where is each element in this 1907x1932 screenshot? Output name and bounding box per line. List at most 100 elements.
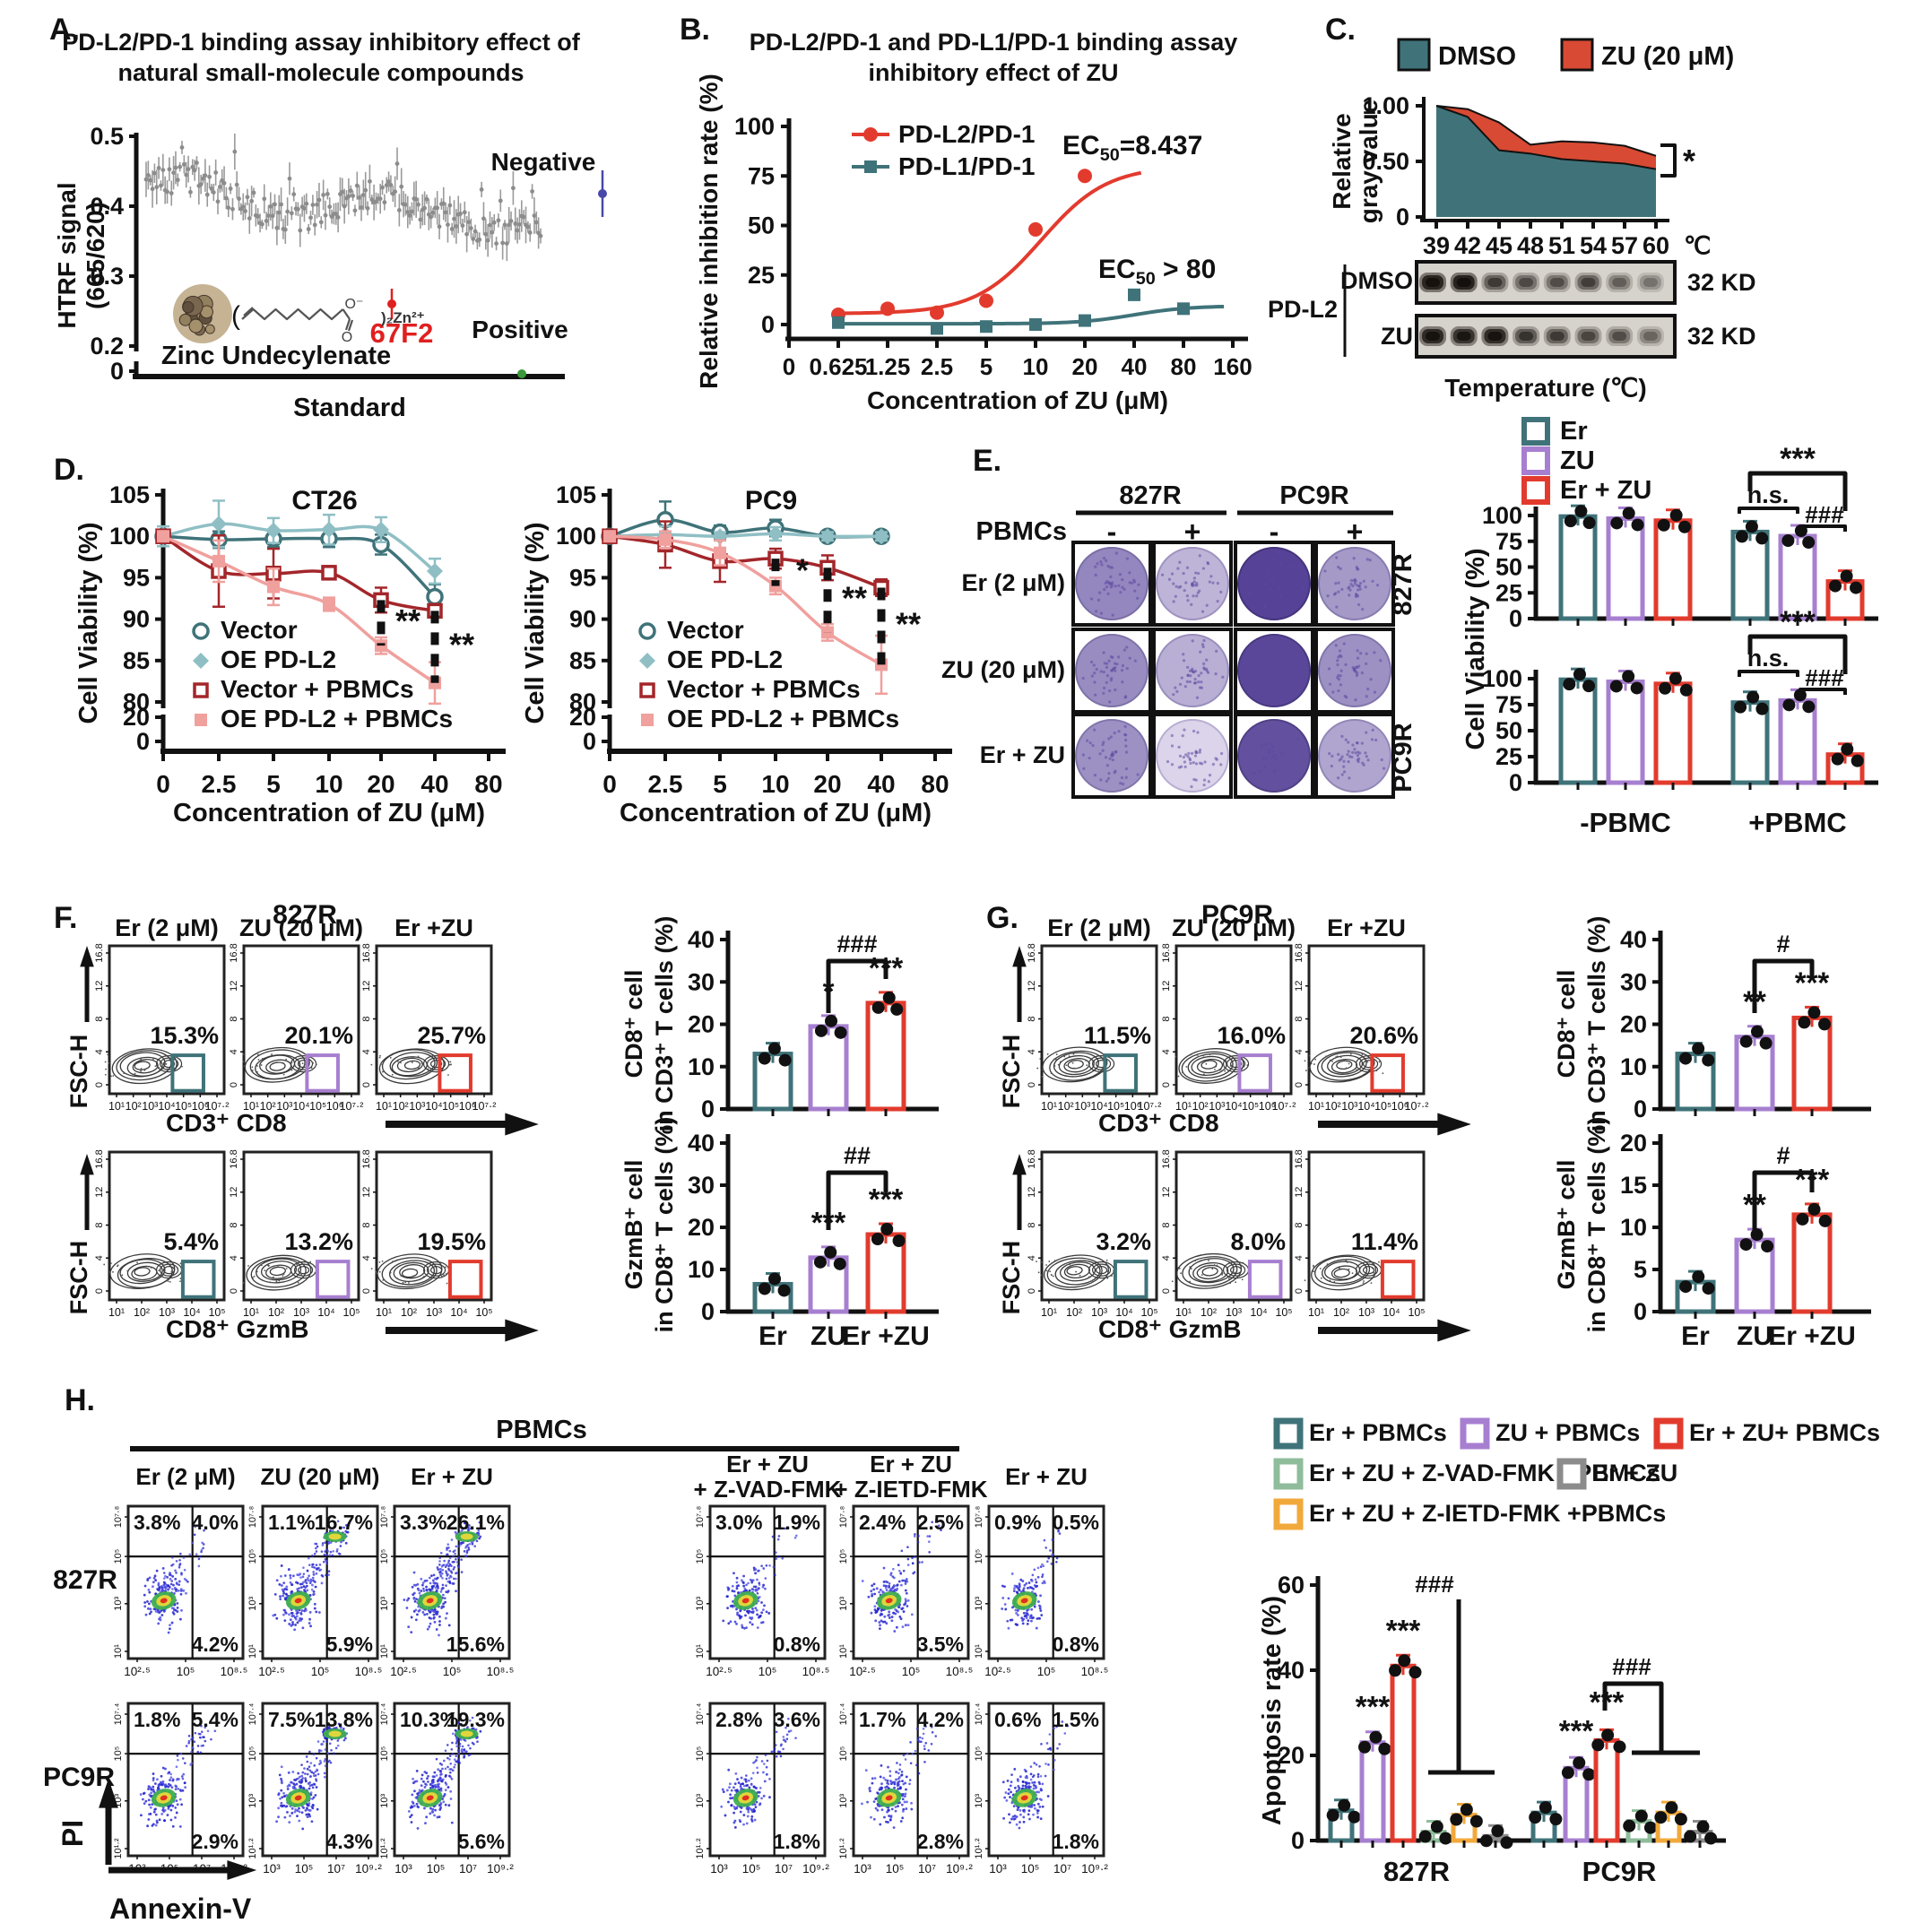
h-dot	[324, 1764, 327, 1767]
h-xtick: 10²·⁵	[390, 1665, 417, 1678]
e-speckle	[1354, 698, 1357, 702]
flow-xtick: 10⁴	[158, 1100, 175, 1113]
bar-dot	[1759, 1036, 1773, 1050]
e-speckle	[1183, 728, 1186, 732]
line	[342, 308, 351, 320]
bar-dot	[824, 1245, 837, 1259]
flow-contour	[155, 1055, 183, 1073]
line	[344, 318, 351, 331]
a-point	[494, 241, 498, 247]
b-ylabel: Relative inhibition rate (%)	[695, 74, 723, 389]
e-speckle	[1120, 775, 1124, 780]
h-quadrant-ur: 16.7%	[315, 1511, 373, 1534]
flow-contour	[1091, 1057, 1112, 1070]
a-point	[211, 190, 216, 195]
flow-speck	[412, 1275, 415, 1278]
e-speckle	[1348, 776, 1351, 780]
h-dot	[428, 1576, 431, 1580]
flow-ytick: 16.8	[1161, 943, 1172, 962]
h-dot	[178, 1580, 181, 1583]
h-dot	[305, 1755, 308, 1758]
h-dot	[437, 1568, 439, 1571]
flow-xtick: 10⁶	[326, 1100, 343, 1113]
flow-ytick: 12	[229, 981, 239, 992]
c-area-dmso	[1436, 106, 1656, 217]
dot	[863, 127, 878, 142]
e-speckle	[1102, 691, 1105, 695]
flow-speck	[445, 1273, 447, 1275]
e-speckle	[1302, 587, 1305, 591]
a-compound-label: Zinc Undecylenate	[161, 342, 391, 370]
e-well	[1156, 719, 1229, 793]
d-marker	[157, 530, 169, 543]
flow-speck	[1313, 1063, 1315, 1065]
a-point	[351, 194, 355, 198]
h-dot	[174, 1816, 177, 1819]
flow-xtick: 10⁵	[208, 1306, 225, 1319]
e-speckle	[1119, 591, 1123, 594]
e-speckle	[1364, 751, 1367, 755]
h-dot	[1049, 1549, 1052, 1552]
b-xtick: 5	[980, 353, 993, 380]
bar-dot	[1679, 1280, 1693, 1294]
flow-speck	[168, 1261, 170, 1263]
a-point	[276, 210, 282, 215]
c-ytick: 1.00	[1362, 92, 1409, 119]
e-speckle	[1111, 758, 1114, 762]
a-point	[346, 194, 351, 199]
h-dot	[897, 1606, 900, 1608]
h-ytick: 10⁷·⁸	[247, 1506, 258, 1529]
b-ec50-pdl1: EC50 > 80	[1098, 255, 1216, 289]
flow-speck	[389, 1271, 392, 1274]
h-dot	[180, 1572, 183, 1575]
flow-ytick: 0	[1161, 1082, 1172, 1087]
e-sig-stars: ***	[1780, 442, 1816, 476]
h-dot	[1026, 1612, 1029, 1616]
flow-xtick: 10³	[409, 1100, 425, 1113]
e-speckle	[1359, 652, 1363, 655]
h-dot	[448, 1556, 452, 1560]
flow-contour	[1063, 1263, 1090, 1279]
flow-ytick: 0	[1294, 1288, 1305, 1294]
h-dot	[294, 1808, 298, 1811]
flow-contour	[250, 1257, 307, 1288]
e-speckle	[1360, 671, 1364, 675]
d-legend-3: OE PD-L2 + PBMCs	[667, 705, 899, 732]
flow-gate	[305, 1053, 340, 1093]
d-marker	[638, 622, 656, 640]
h-dot	[280, 1801, 283, 1805]
a-point	[472, 229, 478, 234]
a-ylabel: (665/620)	[82, 202, 109, 309]
e-speckle	[1089, 660, 1094, 664]
h-quadrant-lr: 0.8%	[1053, 1633, 1099, 1656]
a-xlabel: Standard	[293, 394, 406, 422]
rect	[1426, 278, 1440, 287]
flow-speck	[1308, 1054, 1311, 1057]
h-dot	[304, 1808, 308, 1812]
h-dot	[407, 1597, 411, 1600]
e-speckle	[1106, 564, 1110, 568]
h-dot	[293, 1810, 297, 1814]
bar-dot	[1622, 507, 1635, 520]
e-speckle	[1176, 567, 1180, 570]
a-point	[502, 222, 507, 228]
h-dot	[323, 1553, 326, 1556]
h-dot	[776, 1538, 780, 1541]
flow-speck	[107, 1053, 109, 1056]
e-speckle	[1119, 782, 1123, 785]
d-marker	[195, 714, 207, 726]
h-dot	[478, 1520, 481, 1524]
flow-speck	[1337, 1260, 1339, 1261]
h-dot	[302, 1806, 305, 1809]
a-point	[424, 196, 429, 202]
h-dot	[436, 1566, 439, 1569]
a-point	[148, 178, 153, 183]
h-dot	[428, 1625, 431, 1628]
b-legend-pdl2: PD-L2/PD-1	[898, 120, 1035, 148]
h-ytick: 10⁵	[247, 1549, 258, 1564]
flow-ytick: 0	[361, 1288, 372, 1294]
h-dot	[756, 1591, 759, 1595]
e-speckle	[1172, 582, 1175, 585]
d-xtick: 2.5	[202, 770, 237, 798]
